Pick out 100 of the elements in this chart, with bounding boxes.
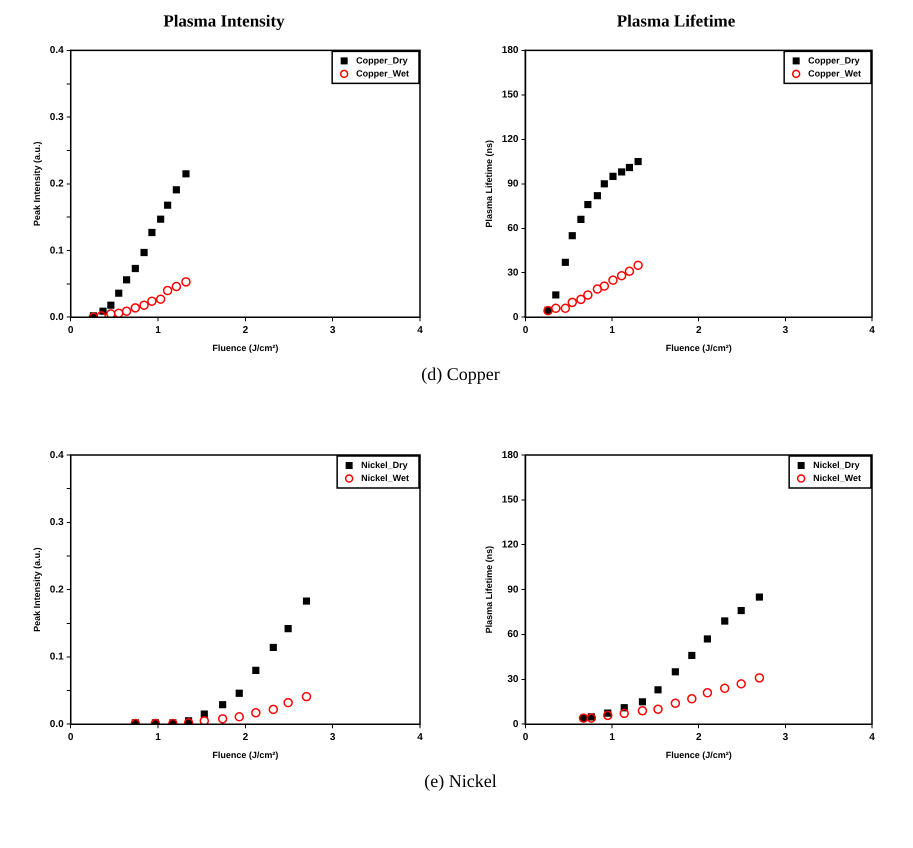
point (123, 276, 130, 284)
point (200, 710, 208, 718)
point (115, 290, 122, 297)
point (140, 248, 148, 256)
y-tick-label: 90 (507, 178, 519, 190)
point (736, 679, 746, 689)
point (616, 270, 626, 280)
point (670, 698, 680, 708)
legend-label: Copper_Wet (356, 68, 410, 78)
y-axis-title: Peak Intensity (a.u.) (32, 142, 42, 226)
x-axis-title: Fluence (J/cm²) (666, 343, 732, 354)
point (608, 275, 618, 285)
point (721, 617, 728, 625)
x-tick-label: 3 (330, 732, 336, 743)
y-axis-title: Peak Intensity (a.u.) (32, 547, 42, 632)
text: (e) Nickel (423, 771, 498, 792)
point (130, 303, 140, 313)
point (551, 304, 561, 314)
x-tick-label: 4 (869, 324, 876, 336)
point (182, 170, 190, 178)
y-tick-label: 150 (502, 494, 519, 506)
point (156, 294, 166, 304)
x-axis-title: Fluence (J/cm²) (666, 750, 732, 760)
point (302, 692, 312, 702)
y-tick-label: 0 (512, 312, 519, 323)
point (672, 668, 679, 676)
point (162, 286, 172, 296)
y-tick-label: 0.4 (50, 45, 64, 56)
y-axis-title: Plasma Lifetime (ns) (484, 546, 494, 634)
point (236, 690, 243, 697)
x-tick-label: 0 (522, 732, 529, 743)
y-tick-label: 0.1 (50, 652, 64, 663)
point (687, 694, 697, 704)
point (568, 232, 576, 240)
y-tick-label: 60 (507, 629, 519, 640)
point (633, 260, 643, 270)
point (754, 673, 764, 683)
y-tick-label: 0.0 (50, 312, 64, 323)
x-tick-label: 2 (696, 324, 702, 336)
point (218, 714, 228, 724)
x-tick-label: 4 (417, 324, 424, 336)
point (270, 644, 277, 652)
point (172, 186, 180, 194)
y-tick-label: 180 (502, 45, 519, 56)
x-tick-label: 2 (696, 732, 702, 743)
y-tick-label: 90 (507, 584, 519, 596)
y-tick-label: 0.4 (50, 450, 64, 461)
point (609, 172, 617, 180)
y-tick-label: 0.3 (50, 112, 64, 123)
x-axis-title: Fluence (J/cm²) (212, 750, 278, 760)
x-axis-title: Fluence (J/cm²) (212, 343, 278, 354)
legend-label: Nickel_Dry (361, 460, 408, 470)
point (122, 306, 132, 316)
point (584, 200, 592, 208)
point (576, 294, 586, 304)
point (720, 684, 730, 694)
x-tick-label: 2 (242, 732, 249, 743)
point (157, 216, 164, 223)
point (283, 698, 293, 708)
x-tick-label: 1 (155, 732, 162, 743)
point (626, 164, 634, 172)
y-tick-label: 120 (502, 134, 519, 146)
point (738, 606, 745, 614)
x-tick-label: 1 (155, 324, 162, 336)
point (106, 309, 116, 318)
point (562, 258, 569, 266)
point (592, 284, 602, 294)
x-tick-label: 0 (68, 732, 74, 743)
point (653, 704, 663, 714)
point (577, 216, 585, 223)
point (148, 228, 156, 236)
x-tick-label: 3 (782, 732, 789, 743)
point (251, 708, 261, 718)
x-tick-label: 2 (242, 324, 249, 336)
y-tick-label: 0.1 (50, 245, 64, 256)
x-tick-label: 0 (68, 324, 74, 336)
x-tick-label: 0 (522, 324, 529, 336)
text: (d) Copper (420, 364, 501, 385)
y-tick-label: 30 (507, 674, 519, 686)
y-tick-label: 0.2 (50, 178, 64, 190)
y-tick-label: 120 (502, 539, 519, 550)
point (181, 277, 191, 287)
point (654, 686, 662, 694)
point (756, 594, 763, 601)
point (600, 180, 608, 188)
y-tick-label: 150 (502, 90, 519, 101)
y-tick-label: 0.2 (50, 584, 64, 596)
point (603, 710, 613, 720)
x-tick-label: 4 (869, 732, 876, 743)
point (219, 701, 226, 708)
point (704, 635, 711, 643)
legend-label: Copper_Dry (356, 55, 408, 66)
point (284, 625, 292, 632)
point (147, 296, 157, 306)
x-tick-label: 1 (609, 324, 616, 336)
chart-title: Plasma Intensity (163, 12, 286, 31)
point (552, 291, 560, 299)
y-axis-title: Plasma Lifetime (ns) (484, 140, 494, 228)
point (618, 168, 626, 176)
y-tick-label: 180 (502, 450, 519, 461)
